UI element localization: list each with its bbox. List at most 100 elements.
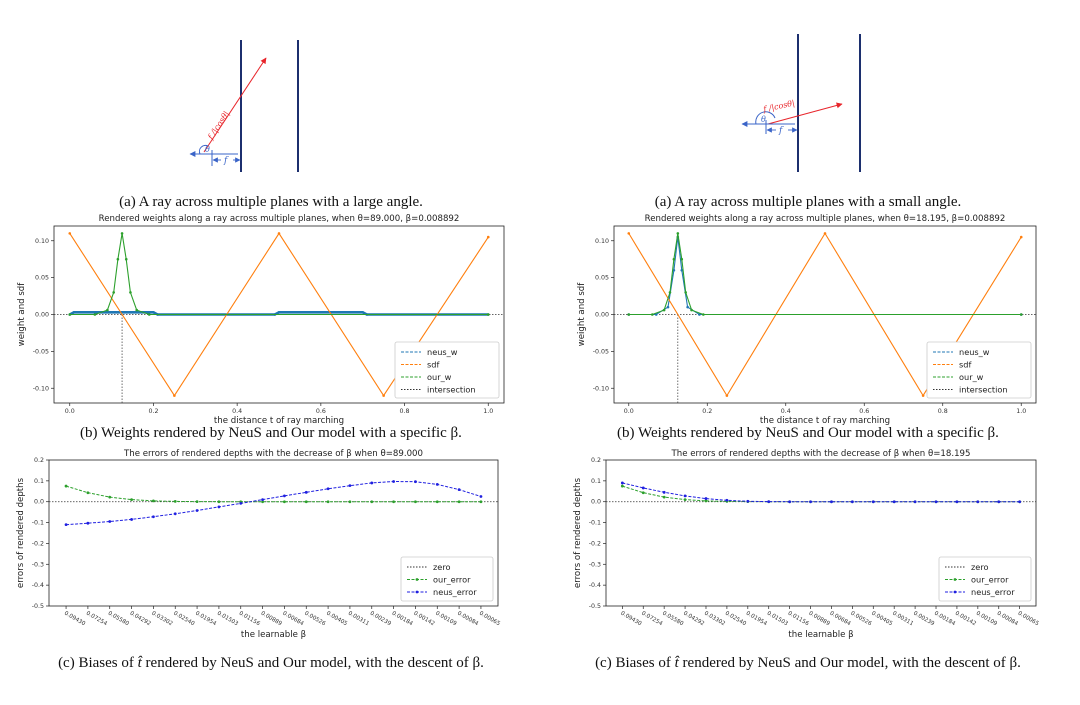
x-tick-label: 0.6 xyxy=(859,408,869,415)
x-tick-label: 0.00109 xyxy=(434,611,457,628)
y-tick-label: -0.5 xyxy=(32,603,44,610)
caption-b-right: (b) Weights rendered by NeuS and Our mod… xyxy=(617,425,999,441)
data-point-neus_error xyxy=(457,488,461,492)
series-line-our_error xyxy=(65,485,481,503)
y-tick-label: 0.00 xyxy=(595,312,609,319)
x-tick-label: 0.00684 xyxy=(281,611,304,628)
data-point-our_error xyxy=(414,500,417,504)
x-tick-label: 0.04292 xyxy=(682,611,705,628)
data-point-neus_error xyxy=(1018,500,1022,504)
data-point-neus_error xyxy=(239,501,243,505)
x-tick-label: 0.00084 xyxy=(456,611,479,628)
data-point-our_w xyxy=(486,313,490,316)
data-point-our_w xyxy=(676,232,680,235)
chart-title: Rendered weights along a ray across mult… xyxy=(99,214,460,224)
data-point-neus_error xyxy=(850,500,854,504)
legend-marker-our_error xyxy=(953,578,957,581)
data-point-neus_error xyxy=(809,500,812,504)
data-point-neus_error xyxy=(195,509,199,512)
data-point-our_w xyxy=(680,257,684,261)
legend-marker-our_error xyxy=(415,578,419,581)
x-tick-label: 1.0 xyxy=(483,408,493,415)
data-point-neus_error xyxy=(435,483,439,486)
data-point-sdf xyxy=(277,232,281,235)
data-point-our_w xyxy=(1019,313,1023,316)
x-tick-label: 0.00889 xyxy=(808,611,831,628)
data-point-neus_w xyxy=(152,310,155,314)
data-point-neus_error xyxy=(620,481,624,485)
data-point-sdf xyxy=(382,394,385,397)
angle-arc xyxy=(198,144,209,155)
data-point-our_w xyxy=(690,308,693,312)
data-point-neus_error xyxy=(326,487,330,491)
x-tick-label: 0.00065 xyxy=(1017,611,1040,628)
data-point-neus_error xyxy=(746,499,750,503)
data-point-our_error xyxy=(283,500,286,504)
y-axis-label: weight and sdf xyxy=(17,282,27,347)
data-point-our_w xyxy=(651,313,654,316)
errors-chart-large-angle: The errors of rendered depths with the d… xyxy=(16,449,501,640)
y-tick-label: -0.2 xyxy=(32,540,44,547)
y-tick-label: -0.5 xyxy=(589,603,601,610)
data-point-neus_error xyxy=(955,500,959,504)
weights-chart-large-angle: Rendered weights along a ray across mult… xyxy=(17,214,505,426)
data-point-neus_error xyxy=(152,515,155,519)
data-point-neus_error xyxy=(830,500,833,504)
y-tick-label: -0.3 xyxy=(32,561,44,568)
ray-arrow xyxy=(203,57,267,153)
data-point-sdf xyxy=(1019,235,1023,239)
data-point-sdf xyxy=(823,232,827,235)
ray-length-label: f /|cosθ| xyxy=(206,110,231,142)
data-point-sdf xyxy=(173,394,176,397)
y-tick-label: -0.10 xyxy=(593,385,609,392)
data-point-neus_error xyxy=(788,500,792,504)
data-point-our_error xyxy=(704,499,708,503)
data-point-our_error xyxy=(304,500,308,504)
legend-marker-neus_error xyxy=(953,590,957,594)
data-point-our_error xyxy=(662,495,666,499)
data-point-our_error xyxy=(130,498,133,502)
x-tick-label: 0.00184 xyxy=(933,611,956,628)
chart-title: The errors of rendered depths with the d… xyxy=(671,449,971,459)
chart-title: Rendered weights along a ray across mult… xyxy=(645,214,1006,224)
data-point-our_w xyxy=(662,308,666,312)
series-line-our_w xyxy=(628,233,1022,316)
data-point-our_error xyxy=(620,484,624,488)
y-tick-label: 0.2 xyxy=(34,457,44,464)
ray-length-label: f /|cosθ| xyxy=(762,99,796,115)
data-point-our_error xyxy=(370,500,374,504)
data-point-our_w xyxy=(147,313,151,316)
x-tick-label: 0.0 xyxy=(65,408,75,415)
y-tick-label: 0.0 xyxy=(34,499,44,506)
x-tick-label: 0.01503 xyxy=(216,611,239,628)
ray-arrow xyxy=(767,102,843,125)
data-point-neus_error xyxy=(348,484,352,488)
x-tick-label: 0.02540 xyxy=(724,611,747,628)
x-axis-label: the learnable β xyxy=(788,630,853,640)
data-point-our_w xyxy=(129,291,132,294)
x-tick-label: 0.01156 xyxy=(787,611,810,628)
plot-frame xyxy=(605,459,1037,607)
x-tick-label: 0.00142 xyxy=(412,611,435,628)
data-point-our_w xyxy=(120,232,124,235)
legend-label-neus_w: neus_w xyxy=(959,347,990,357)
x-tick-label: 0.8 xyxy=(938,408,948,415)
x-tick-label: 0.03302 xyxy=(150,611,173,628)
data-point-our_error xyxy=(641,491,645,495)
x-tick-label: 0.00065 xyxy=(478,611,501,628)
data-point-our_error xyxy=(261,500,264,504)
x-tick-label: 0.01156 xyxy=(238,611,261,628)
x-tick-label: 0.09430 xyxy=(63,611,86,628)
series-line-neus_w xyxy=(628,237,1022,316)
data-point-our_w xyxy=(135,308,139,312)
y-tick-label: -0.05 xyxy=(33,348,49,355)
diagram-small-angle: f /|cosθ| θ f (a) A ray across multiple … xyxy=(655,34,962,210)
x-tick-label: 0.00239 xyxy=(369,611,392,628)
x-tick-label: 0.01954 xyxy=(194,611,217,628)
x-tick-label: 0.00311 xyxy=(891,611,914,628)
caption-a-right: (a) A ray across multiple planes with a … xyxy=(655,194,962,210)
x-tick-label: 1.0 xyxy=(1016,408,1026,415)
f-label: f xyxy=(223,156,229,166)
y-tick-label: 0.05 xyxy=(35,275,49,282)
data-point-neus_error xyxy=(108,520,112,523)
